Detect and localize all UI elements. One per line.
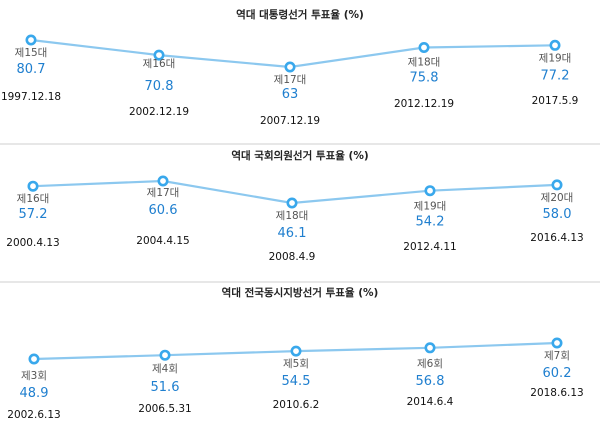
data-label: 70.8 [145,79,174,94]
category-label: 제16대 [143,58,176,70]
data-point [284,61,296,73]
data-label: 46.1 [278,226,307,241]
data-point [159,349,171,361]
data-label: 80.7 [17,62,46,77]
data-point [551,337,563,349]
data-label: 60.6 [149,203,178,218]
chart-panel: 역대 대통령선거 투표율 (%) 제15대 80.7 1997.12.18 제16대 70… [1,8,578,127]
data-point [153,49,165,61]
category-label: 제19대 [414,201,447,213]
election-date-label: 2002.6.13 [7,409,60,421]
data-point [551,179,563,191]
data-point [25,34,37,46]
data-label: 48.9 [20,386,49,401]
election-date-label: 2014.6.4 [407,396,454,408]
category-label: 제20대 [541,192,574,204]
data-point [157,175,169,187]
data-label: 56.8 [416,374,445,389]
election-date-label: 2007.12.19 [260,115,320,127]
election-date-label: 2012.12.19 [394,98,454,110]
data-point [418,41,430,53]
data-label: 58.0 [543,207,572,222]
election-date-label: 2002.12.19 [129,106,189,118]
data-point [424,342,436,354]
data-point [27,180,39,192]
election-date-label: 1997.12.18 [1,91,61,103]
election-date-label: 2000.4.13 [6,237,59,249]
category-label: 제5회 [283,358,309,370]
data-point [290,345,302,357]
category-label: 제18대 [276,210,309,222]
category-label: 제4회 [152,363,178,375]
data-point [28,353,40,365]
election-date-label: 2006.5.31 [138,403,191,415]
data-point [286,197,298,209]
data-point [424,185,436,197]
category-label: 제7회 [544,350,570,362]
chart-panel: 역대 전국동시지방선거 투표율 (%) 제3회 48.9 2002.6.13 제4회 51… [7,286,583,421]
data-label: 57.2 [19,207,48,222]
chart-panel: 역대 국회의원선거 투표율 (%) 제16대 57.2 2000.4.13 제17대 60… [6,149,583,263]
election-date-label: 2008.4.9 [269,251,316,263]
election-date-label: 2010.6.2 [273,399,320,411]
chart-title: 역대 국회의원선거 투표율 (%) [231,149,368,162]
election-date-label: 2012.4.11 [403,241,456,253]
data-label: 54.2 [416,215,445,230]
election-date-label: 2004.4.15 [136,235,189,247]
category-label: 제15대 [15,47,48,59]
data-label: 77.2 [541,68,570,83]
chart-title: 역대 대통령선거 투표율 (%) [236,8,364,21]
data-label: 60.2 [543,366,572,381]
election-date-label: 2016.4.13 [530,232,583,244]
data-label: 51.6 [151,380,180,395]
category-label: 제6회 [417,358,443,370]
category-label: 제16대 [17,193,50,205]
category-label: 제3회 [21,370,47,382]
chart-title: 역대 전국동시지방선거 투표율 (%) [222,286,379,299]
data-point [549,39,561,51]
election-date-label: 2017.5.9 [532,95,579,107]
election-date-label: 2018.6.13 [530,387,583,399]
category-label: 제17대 [147,187,180,199]
data-label: 75.8 [410,71,439,86]
category-label: 제17대 [274,74,307,86]
data-label: 63 [282,87,299,102]
category-label: 제18대 [408,57,441,69]
category-label: 제19대 [539,52,572,64]
data-label: 54.5 [282,374,311,389]
